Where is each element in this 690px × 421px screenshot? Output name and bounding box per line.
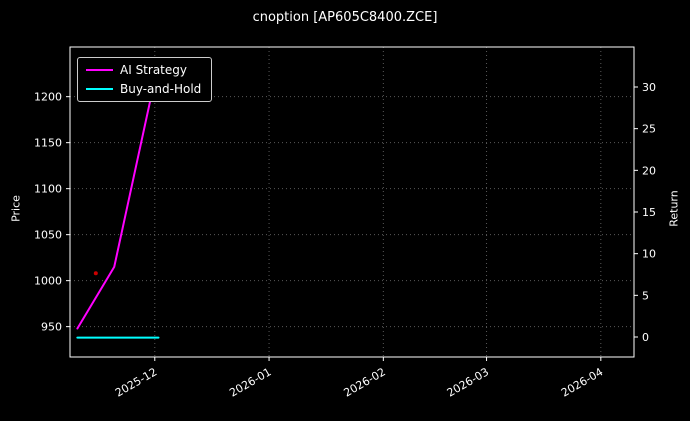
- y-tick-label-left: 1150: [34, 137, 62, 150]
- axes-spines: [69, 46, 635, 358]
- x-tick-label: 2026-04: [559, 365, 605, 399]
- x-tick-label: 2025-12: [113, 365, 159, 399]
- x-tick-label: 2026-02: [342, 365, 388, 399]
- y-tick-label-left: 1000: [34, 275, 62, 288]
- y-tick-label-right: 0: [642, 331, 649, 344]
- series-line-ai-strategy: [76, 95, 153, 330]
- x-tick-label: 2026-01: [227, 365, 273, 399]
- y-tick-label-right: 20: [642, 164, 656, 177]
- y-tick-label-right: 25: [642, 123, 656, 136]
- legend-line-swatch: [86, 69, 113, 71]
- chart-title: cnoption [AP605C8400.ZCE]: [252, 10, 438, 25]
- x-tick-label: 2026-03: [445, 365, 491, 399]
- legend-label: Buy-and-Hold: [120, 82, 202, 96]
- y-tick-label-left: 1100: [34, 183, 62, 196]
- legend-entry-buy-and-hold: Buy-and-Hold: [86, 82, 201, 96]
- legend-label: AI Strategy: [120, 63, 187, 77]
- y-tick-label-right: 15: [642, 206, 656, 219]
- y-tick-label-right: 30: [642, 81, 656, 94]
- y-tick-label-right: 5: [642, 289, 649, 302]
- legend-line-swatch: [86, 88, 113, 90]
- y-tick-label-left: 1200: [34, 91, 62, 104]
- y-axis-label-left: Price: [9, 195, 23, 222]
- y-tick-label-left: 950: [41, 321, 62, 334]
- legend-entry-ai-strategy: AI Strategy: [86, 63, 201, 77]
- trade-marker: [93, 271, 98, 276]
- y-tick-label-left: 1050: [34, 229, 62, 242]
- legend: AI Strategy Buy-and-Hold: [77, 57, 213, 102]
- y-axis-label-right: Return: [667, 190, 681, 227]
- y-tick-label-right: 10: [642, 248, 656, 261]
